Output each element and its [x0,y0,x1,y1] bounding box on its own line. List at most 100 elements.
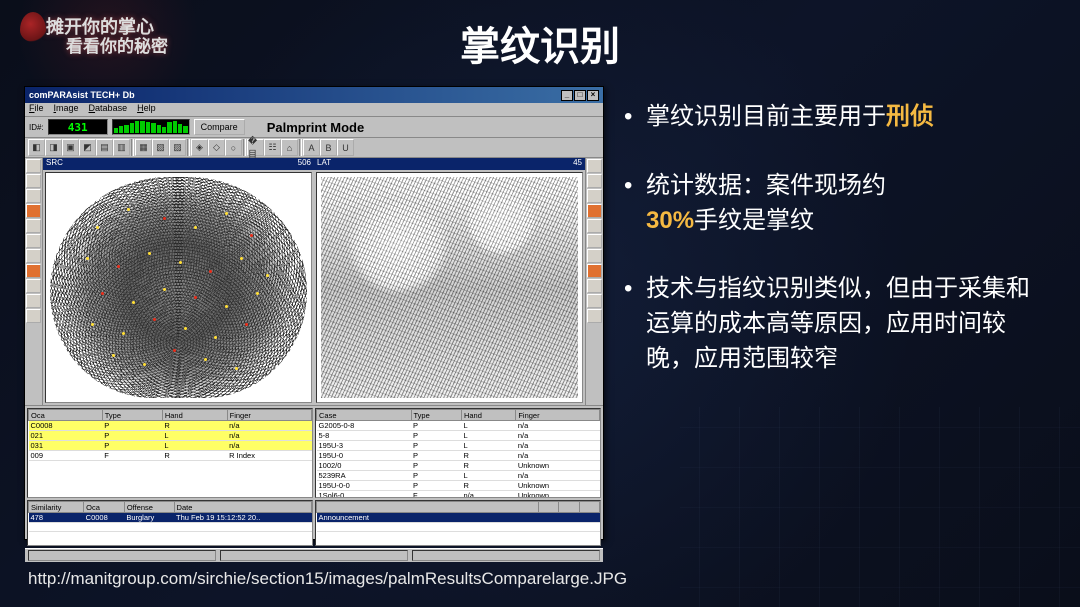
palette-button[interactable] [587,249,602,263]
toolbar-button[interactable]: B [320,139,337,156]
column-header[interactable]: Case [317,410,412,421]
palette-button[interactable] [587,204,602,218]
toolbar-button[interactable]: ○ [225,139,242,156]
palette-button[interactable] [26,159,41,173]
table-row[interactable]: 195U-0-0PRUnknown [317,481,600,491]
tool-palette-left [25,158,43,405]
toolbar-button[interactable]: ◇ [208,139,225,156]
toolbar-button[interactable]: A [303,139,320,156]
toolbar-button[interactable]: ▨ [169,139,186,156]
palette-button[interactable] [26,309,41,323]
toolbar-button[interactable]: ☷ [264,139,281,156]
column-header[interactable]: Finger [227,410,311,421]
table-cell: 195U-0 [317,451,412,461]
table-row[interactable]: 195U-0PRn/a [317,451,600,461]
toolbar-button[interactable]: ▧ [152,139,169,156]
table-row[interactable]: 021PLn/a [29,431,312,441]
palette-button[interactable] [26,204,41,218]
palette-button[interactable] [587,219,602,233]
close-button[interactable]: × [587,90,599,101]
minutiae-marker [225,212,228,215]
menu-help[interactable]: Help [137,103,156,116]
table-row[interactable]: Announcement [317,513,600,523]
toolbar-button[interactable]: ◨ [45,139,62,156]
compare-button[interactable]: Compare [194,119,245,135]
canvas-left[interactable] [45,172,312,403]
maximize-button[interactable]: □ [574,90,586,101]
table-cell: 031 [29,441,103,451]
column-header[interactable]: Hand [162,410,227,421]
status-cell [28,550,216,561]
table-row[interactable]: 5-8PLn/a [317,431,600,441]
column-header[interactable] [579,502,599,513]
minutiae-marker [127,208,130,211]
column-header[interactable]: Type [411,410,461,421]
palette-button[interactable] [587,294,602,308]
table-row[interactable]: 478C0008BurglaryThu Feb 19 15:12:52 20.. [29,513,312,523]
table-row[interactable] [29,523,312,532]
palette-button[interactable] [26,174,41,188]
toolbar-button[interactable]: ⌂ [281,139,298,156]
toolbar-button[interactable]: ▤ [96,139,113,156]
palette-button[interactable] [587,174,602,188]
palette-button[interactable] [26,189,41,203]
toolbar-button[interactable]: ▥ [113,139,130,156]
palette-button[interactable] [587,264,602,278]
column-header[interactable]: Oca [84,502,125,513]
column-header[interactable]: Similarity [29,502,84,513]
palette-button[interactable] [26,249,41,263]
palette-button[interactable] [26,294,41,308]
palette-button[interactable] [587,309,602,323]
palette-button[interactable] [26,234,41,248]
column-header[interactable] [559,502,579,513]
menu-database[interactable]: Database [89,103,128,116]
table-row[interactable]: 009FRR Index [29,451,312,461]
toolbar-button[interactable]: �目 [247,139,264,156]
column-header[interactable]: Date [174,502,311,513]
table-row[interactable]: 5239RAPLn/a [317,471,600,481]
table-cell: R [461,461,515,471]
palette-button[interactable] [26,264,41,278]
table-cell: P [411,441,461,451]
table-row[interactable]: C0008PRn/a [29,421,312,431]
table-row[interactable]: 195U-3PLn/a [317,441,600,451]
toolbar-button[interactable]: ▣ [62,139,79,156]
column-header[interactable]: Oca [29,410,103,421]
table-cell: P [411,421,461,431]
table-right: CaseTypeHandFingerG2005-0-8PLn/a5-8PLn/a… [315,408,601,498]
table-row[interactable]: 1002/0PRUnknown [317,461,600,471]
toolbar-divider [243,139,246,156]
column-header[interactable] [317,502,539,513]
palette-button[interactable] [26,219,41,233]
toolbar-button[interactable]: U [337,139,354,156]
column-header[interactable]: Finger [516,410,600,421]
table-row[interactable] [317,523,600,532]
menu-file[interactable]: File [29,103,44,116]
app-window: comPARAsist TECH+ Db _ □ × File Image Da… [24,86,604,540]
panel-header-left: SRC 506 [43,158,314,170]
data-tables-row1: OcaTypeHandFingerC0008PRn/a021PLn/a031PL… [25,406,603,500]
table-row[interactable]: 031PLn/a [29,441,312,451]
table-row[interactable]: 1Sol6-0Fn/aUnknown [317,491,600,498]
table-row[interactable]: G2005-0-8PLn/a [317,421,600,431]
table-cell: 195U-3 [317,441,412,451]
toolbar-button[interactable]: ◩ [79,139,96,156]
palette-button[interactable] [587,159,602,173]
toolbar-button[interactable]: ▦ [135,139,152,156]
column-header[interactable]: Hand [461,410,515,421]
column-header[interactable]: Type [102,410,162,421]
status-cell [220,550,408,561]
palette-button[interactable] [587,279,602,293]
minimize-button[interactable]: _ [561,90,573,101]
menu-image[interactable]: Image [54,103,79,116]
window-titlebar[interactable]: comPARAsist TECH+ Db _ □ × [25,87,603,103]
toolbar-button[interactable]: ◈ [191,139,208,156]
palette-button[interactable] [26,279,41,293]
canvas-right[interactable] [316,172,583,403]
palette-button[interactable] [587,189,602,203]
column-header[interactable]: Offense [124,502,174,513]
palette-button[interactable] [587,234,602,248]
column-header[interactable] [538,502,558,513]
bullet-2: 统计数据：案件现场约 30%手纹是掌纹 [622,169,1046,239]
toolbar-button[interactable]: ◧ [28,139,45,156]
